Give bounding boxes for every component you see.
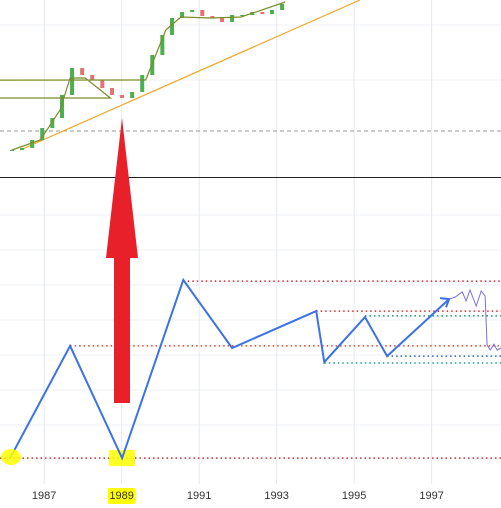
candle — [210, 16, 215, 18]
x-tick-label: 1989 — [109, 490, 133, 502]
candle — [280, 4, 285, 10]
candle — [50, 118, 55, 128]
arrow — [106, 118, 138, 403]
candle — [100, 80, 105, 88]
candle — [10, 150, 15, 151]
candle — [80, 68, 85, 75]
highlight — [1, 449, 21, 465]
pattern-line — [9, 277, 450, 461]
arrow-head — [439, 297, 451, 308]
candle — [40, 128, 45, 140]
candle — [190, 10, 195, 12]
projection-line — [448, 288, 501, 352]
candle — [90, 75, 95, 80]
candle — [230, 15, 235, 22]
candle — [240, 15, 245, 16]
candle — [180, 12, 185, 18]
candle — [260, 12, 265, 14]
x-tick-label: 1993 — [264, 490, 288, 502]
candle — [170, 18, 175, 35]
candle — [140, 75, 145, 92]
candle — [30, 140, 35, 148]
x-tick-label: 1997 — [419, 490, 443, 502]
x-tick-label: 1995 — [342, 490, 366, 502]
background-grid — [0, 24, 501, 426]
candle — [270, 10, 275, 14]
candle — [70, 68, 75, 95]
candle — [59, 95, 64, 118]
candle — [120, 95, 125, 98]
pattern-panel — [0, 277, 501, 467]
candle — [220, 18, 225, 22]
x-tick-label: 1991 — [187, 490, 211, 502]
x-tick-label: 1987 — [32, 490, 56, 502]
candle — [130, 92, 135, 98]
candle — [20, 148, 25, 150]
candle — [109, 88, 114, 95]
trendline — [19, 0, 361, 151]
moving-average — [0, 1, 286, 151]
candle — [160, 35, 165, 55]
candle — [200, 10, 205, 16]
price-panel — [0, 0, 501, 151]
x-axis: 1987 1989 1991 1993 1995 1997 — [32, 488, 444, 504]
x-grid — [43, 0, 433, 484]
tick-highlight — [107, 488, 136, 504]
